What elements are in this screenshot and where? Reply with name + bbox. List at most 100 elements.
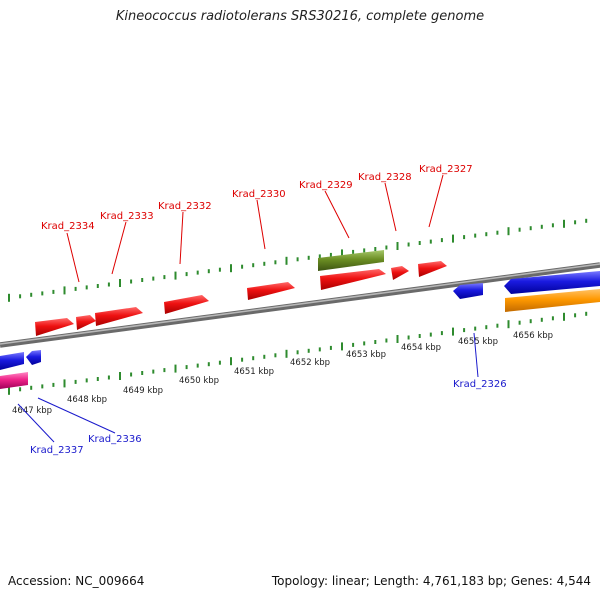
gene-label-krad-2334[interactable]: Krad_2334 xyxy=(41,221,95,232)
gene-arrow-krad-2330[interactable] xyxy=(247,282,295,300)
minor-tick xyxy=(585,218,588,223)
gene-arrow-krad-2328[interactable] xyxy=(391,266,409,280)
major-tick xyxy=(8,386,10,395)
major-tick xyxy=(63,286,66,295)
kbp-label: 4648 kbp xyxy=(67,395,107,405)
minor-tick xyxy=(329,345,332,350)
kbp-label: 4650 kbp xyxy=(179,376,219,386)
gene-arrow-krad-2333[interactable] xyxy=(95,307,143,326)
minor-tick xyxy=(85,285,88,290)
minor-tick xyxy=(30,292,33,297)
minor-tick xyxy=(74,286,77,291)
minor-tick xyxy=(551,316,554,321)
gene-arrow-krad-2329[interactable] xyxy=(320,269,386,290)
gene-label-krad-2337[interactable]: Krad_2337 xyxy=(30,445,84,456)
gene-label-krad-2336[interactable]: Krad_2336 xyxy=(88,434,142,445)
minor-tick xyxy=(152,276,155,281)
lower-tick-track xyxy=(8,311,588,395)
kbp-label: 4651 kbp xyxy=(234,367,274,377)
minor-tick xyxy=(96,377,99,381)
minor-tick xyxy=(130,372,133,377)
major-tick xyxy=(396,335,399,343)
minor-tick xyxy=(374,247,377,251)
minor-tick xyxy=(407,335,410,340)
minor-tick xyxy=(185,365,188,370)
major-tick xyxy=(119,279,121,287)
minor-tick xyxy=(529,226,532,231)
minor-tick xyxy=(518,320,521,325)
gene-arrow-krad-2327[interactable] xyxy=(418,261,447,277)
major-tick xyxy=(285,349,288,358)
reverse-label-leaders xyxy=(17,332,479,443)
kbp-label: 4655 kbp xyxy=(458,337,498,347)
minor-tick xyxy=(85,378,88,383)
gene-arrow-krad-2336[interactable] xyxy=(26,350,41,365)
minor-tick xyxy=(19,387,22,392)
minor-tick xyxy=(485,325,488,330)
minor-tick xyxy=(429,239,432,244)
gene-arrow-krad-2337[interactable] xyxy=(0,352,24,370)
minor-tick xyxy=(52,382,55,387)
major-tick xyxy=(507,320,510,329)
gene-label-krad-2333[interactable]: Krad_2333 xyxy=(100,211,154,222)
kbp-label: 4654 kbp xyxy=(401,343,441,353)
minor-tick xyxy=(318,254,321,259)
minor-tick xyxy=(574,220,577,225)
minor-tick xyxy=(540,317,543,322)
minor-tick xyxy=(252,356,255,361)
kbp-label: 4647 kbp xyxy=(12,406,52,416)
minor-tick xyxy=(207,362,210,367)
gene-label-krad-2327[interactable]: Krad_2327 xyxy=(419,164,473,175)
gene-label-krad-2329[interactable]: Krad_2329 xyxy=(299,180,353,191)
major-tick xyxy=(341,342,343,351)
minor-tick xyxy=(307,255,310,260)
minor-tick xyxy=(585,311,588,316)
minor-tick xyxy=(485,232,488,237)
gene-label-krad-2326[interactable]: Krad_2326 xyxy=(453,379,507,390)
minor-tick xyxy=(241,264,244,269)
minor-tick xyxy=(74,379,77,384)
gene-arrow-krad-2335[interactable] xyxy=(35,318,74,336)
minor-tick xyxy=(130,279,133,284)
gene-block-krad-2329-olive[interactable] xyxy=(318,250,384,271)
minor-tick xyxy=(207,269,210,274)
minor-tick xyxy=(30,385,33,390)
gene-block-krad-2325-orange[interactable] xyxy=(505,289,600,312)
forward-label-leaders xyxy=(66,174,444,283)
minor-tick xyxy=(196,270,199,275)
major-tick xyxy=(507,227,510,236)
upper-tick-track xyxy=(8,218,588,302)
major-tick xyxy=(174,271,177,280)
minor-tick xyxy=(141,371,144,375)
gene-arrow-krad-2325[interactable] xyxy=(504,271,600,294)
reverse-gene-labels: Krad_2337 Krad_2336 Krad_2326 xyxy=(30,379,507,456)
minor-tick xyxy=(241,357,244,362)
minor-tick xyxy=(474,326,477,331)
minor-tick xyxy=(474,233,477,238)
genome-backbone xyxy=(0,262,600,348)
minor-tick xyxy=(263,354,266,359)
genome-stats-text: Topology: linear; Length: 4,761,183 bp; … xyxy=(271,574,591,588)
gene-label-krad-2328[interactable]: Krad_2328 xyxy=(358,172,412,183)
gene-label-krad-2332[interactable]: Krad_2332 xyxy=(158,201,212,212)
gene-arrow-krad-2332[interactable] xyxy=(164,295,209,314)
minor-tick xyxy=(141,278,144,282)
minor-tick xyxy=(529,319,532,324)
forward-gene-labels: Krad_2334 Krad_2333 Krad_2332 Krad_2330 … xyxy=(41,164,473,232)
minor-tick xyxy=(540,224,543,229)
minor-tick xyxy=(252,263,255,268)
minor-tick xyxy=(107,282,110,287)
gene-label-krad-2330[interactable]: Krad_2330 xyxy=(232,189,286,200)
gene-arrow-krad-2326[interactable] xyxy=(453,283,483,299)
kbp-label: 4649 kbp xyxy=(123,386,163,396)
minor-tick xyxy=(41,384,44,389)
gene-arrow-krad-2334[interactable] xyxy=(76,315,96,330)
minor-tick xyxy=(385,245,388,250)
major-tick xyxy=(63,379,66,388)
minor-tick xyxy=(418,241,421,245)
gene-block-krad-2337-magenta[interactable] xyxy=(0,372,28,389)
major-tick xyxy=(396,242,399,250)
minor-tick xyxy=(374,340,377,344)
minor-tick xyxy=(363,341,366,346)
